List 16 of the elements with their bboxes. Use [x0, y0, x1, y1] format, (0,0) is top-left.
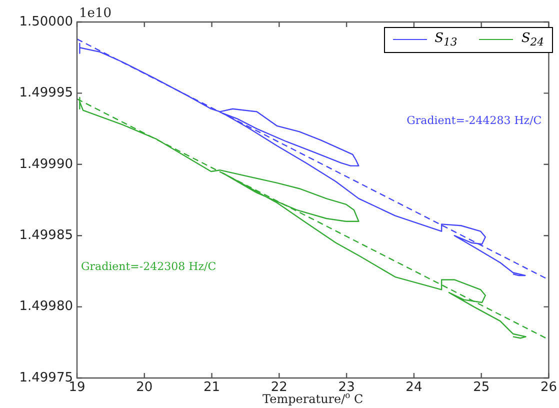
y-tick-label: 1.50000 — [19, 14, 73, 30]
y-tick-label: 1.49995 — [19, 86, 73, 101]
annotation: Gradient=-242308 Hz/C — [81, 260, 216, 273]
text: 1e10 — [79, 6, 112, 21]
x-tick-label: 20 — [136, 380, 153, 396]
x-tick-label: 21 — [204, 380, 220, 396]
legend-label: S$_{13}$ — [434, 31, 458, 49]
y-tick-label: 1.49980 — [19, 299, 73, 314]
y-tick-label: 1.49985 — [19, 228, 73, 243]
legend-label: S$_{24}$ — [521, 31, 544, 49]
x-tick-label: 25 — [473, 380, 490, 396]
annotation: Gradient=-244283 Hz/C — [406, 114, 542, 127]
y-tick-label: 1.49990 — [19, 156, 73, 172]
x-tick-label: 22 — [270, 380, 288, 396]
x-tick-label: 24 — [406, 380, 422, 396]
x-tick-label: 26 — [540, 380, 557, 396]
